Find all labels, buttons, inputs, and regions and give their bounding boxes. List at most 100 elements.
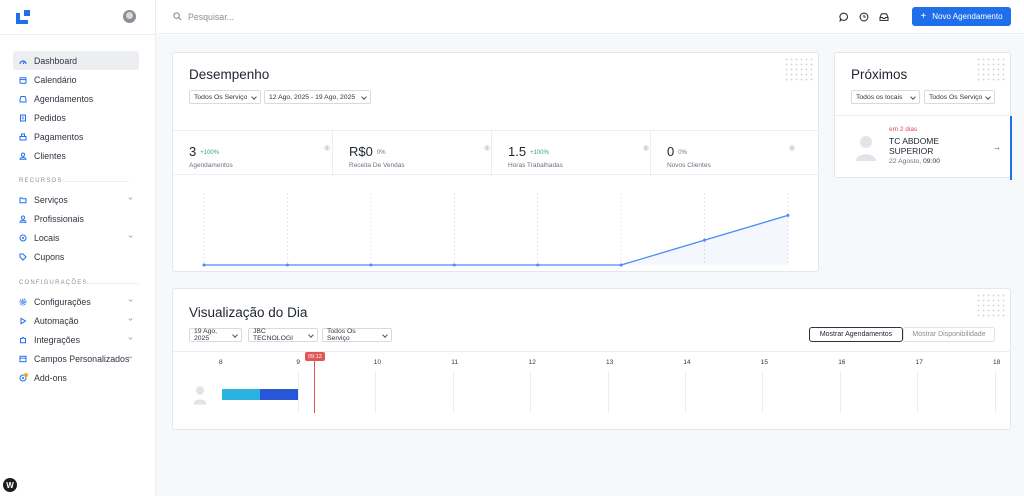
sidebar-item-dashboard[interactable]: Dashboard	[13, 51, 139, 70]
kpi-delta: 0%	[376, 150, 386, 156]
data-point[interactable]	[202, 263, 206, 267]
calendar-icon	[19, 76, 27, 84]
data-point[interactable]	[619, 263, 623, 267]
section-divider	[84, 283, 139, 284]
puzzle-icon	[19, 336, 27, 344]
appointment-block[interactable]	[222, 389, 260, 400]
sidebar-item-profissionais[interactable]: Profissionais	[13, 209, 139, 228]
info-icon[interactable]: i	[484, 145, 490, 151]
sidebar-item-servicos[interactable]: Serviços	[13, 190, 139, 209]
receipt-icon	[19, 114, 27, 122]
sidebar-item-pagamentos[interactable]: Pagamentos	[13, 127, 139, 146]
kpi-number: 3	[189, 144, 197, 159]
data-point[interactable]	[285, 263, 289, 267]
service-filter-select[interactable]: Todos Os Serviço	[189, 90, 261, 104]
chat-icon[interactable]	[839, 12, 849, 22]
sidebar-item-label: Pagamentos	[34, 131, 84, 142]
inbox-icon[interactable]	[879, 12, 889, 22]
appointment-date: 22 Agosto, 09:00	[889, 158, 940, 165]
data-point[interactable]	[452, 263, 456, 267]
location-filter-select[interactable]: Todos os locais	[851, 90, 920, 104]
appointment-block[interactable]	[260, 389, 298, 400]
decorative-dots	[976, 57, 1006, 83]
chevron-down-icon[interactable]	[128, 317, 133, 322]
sidebar-item-label: Integrações	[34, 334, 80, 345]
sidebar-item-label: Locais	[34, 232, 60, 243]
chevron-down-icon[interactable]	[128, 298, 133, 303]
chevron-down-icon[interactable]	[128, 355, 133, 360]
hour-gridline	[762, 371, 764, 413]
data-point[interactable]	[703, 238, 707, 242]
new-appointment-button[interactable]: + Novo Agendamento	[912, 7, 1011, 26]
kpi-value: R$0 0%	[349, 144, 386, 159]
sidebar-item-locais[interactable]: Locais	[13, 228, 139, 247]
show-appointments-toggle[interactable]: Mostrar Agendamentos	[809, 327, 903, 342]
section-divider	[64, 181, 129, 182]
user-avatar[interactable]	[123, 10, 136, 23]
sidebar-item-label: Serviços	[34, 194, 68, 205]
appointment-time: 09:00	[923, 158, 941, 165]
hour-gridline	[994, 371, 996, 413]
sidebar-item-label: Configurações	[34, 296, 91, 307]
kpi-row: 3 +100% Agendamentos i R$0 0% Receita De Venda…	[173, 130, 819, 176]
kpi-delta: +100%	[530, 150, 549, 156]
hour-gridline	[530, 371, 532, 413]
performance-card: Desempenho Todos Os Serviço 12 Ago, 2025…	[172, 52, 819, 272]
sidebar-item-label: Campos Personalizados	[34, 353, 130, 364]
sidebar-item-automacao[interactable]: Automação	[13, 311, 139, 330]
series-area	[204, 215, 788, 265]
upcoming-appointment-item[interactable]: em 2 dias TC ABDOME SUPERIOR 22 Agosto, …	[835, 115, 1012, 180]
sidebar-item-calendario[interactable]: Calendário	[13, 70, 139, 89]
arrow-right-icon[interactable]: →	[993, 143, 1001, 152]
sidebar-item-integracoes[interactable]: Integrações	[13, 330, 139, 349]
section-label-configuracoes: CONFIGURAÇÕES	[19, 280, 88, 286]
kpi-number: 1.5	[508, 144, 527, 159]
sidebar-item-clientes[interactable]: Clientes	[13, 146, 139, 165]
data-point[interactable]	[786, 213, 790, 217]
data-point[interactable]	[369, 263, 373, 267]
kpi-card: 1.5 +100% Horas Trabalhadas i	[491, 131, 650, 176]
sidebar-item-pedidos[interactable]: Pedidos	[13, 108, 139, 127]
hour-gridline	[607, 371, 609, 413]
hour-label: 17	[915, 359, 923, 366]
location-pin-icon	[19, 234, 27, 242]
current-time-line	[314, 361, 315, 413]
hour-gridline	[839, 371, 841, 413]
dashboard-icon	[19, 57, 27, 65]
sidebar-item-configuracoes[interactable]: Configurações	[13, 292, 139, 311]
service-filter-select[interactable]: Todos Os Serviço	[924, 90, 995, 104]
chevron-down-icon[interactable]	[128, 336, 133, 341]
app-logo[interactable]	[16, 10, 30, 24]
location-select[interactable]: JBC TECNOLOGI	[248, 328, 318, 342]
service-filter-select[interactable]: Todos Os Serviço	[322, 328, 392, 342]
info-icon[interactable]: i	[324, 145, 330, 151]
chevron-down-icon[interactable]	[128, 196, 133, 201]
data-point[interactable]	[536, 263, 540, 267]
sidebar-divider	[0, 34, 156, 35]
user-icon	[19, 151, 27, 160]
info-icon[interactable]: i	[789, 145, 795, 151]
chevron-down-icon[interactable]	[128, 234, 133, 239]
sidebar-item-campos-personalizados[interactable]: Campos Personalizados	[13, 349, 139, 368]
day-date-select[interactable]: 19 Ago, 2025	[189, 328, 242, 342]
kpi-card: 3 +100% Agendamentos i	[173, 131, 332, 176]
sidebar-item-cupons[interactable]: Cupons	[13, 247, 139, 266]
timeline-divider	[173, 351, 1011, 352]
show-availability-toggle[interactable]: Mostrar Disponibilidade	[903, 327, 995, 342]
sidebar-item-add-ons[interactable]: Add-ons	[13, 368, 139, 387]
hour-gridline	[298, 371, 299, 413]
hour-label: 13	[606, 359, 614, 366]
clock-icon[interactable]	[859, 12, 869, 22]
series-line	[204, 214, 789, 266]
kpi-label: Agendamentos	[189, 162, 233, 169]
sidebar-item-agendamentos[interactable]: Agendamentos	[13, 89, 139, 108]
sidebar-item-label: Calendário	[34, 74, 77, 85]
wordpress-icon[interactable]: W	[3, 478, 17, 492]
folder-icon	[19, 196, 27, 204]
search-input[interactable]	[188, 9, 488, 25]
sidebar-item-label: Automação	[34, 315, 79, 326]
sidebar-item-label: Add-ons	[34, 372, 67, 383]
info-icon[interactable]: i	[643, 145, 649, 151]
top-bar: + Novo Agendamento	[156, 0, 1024, 34]
date-range-select[interactable]: 12 Ago, 2025 - 19 Ago, 2025	[264, 90, 371, 104]
